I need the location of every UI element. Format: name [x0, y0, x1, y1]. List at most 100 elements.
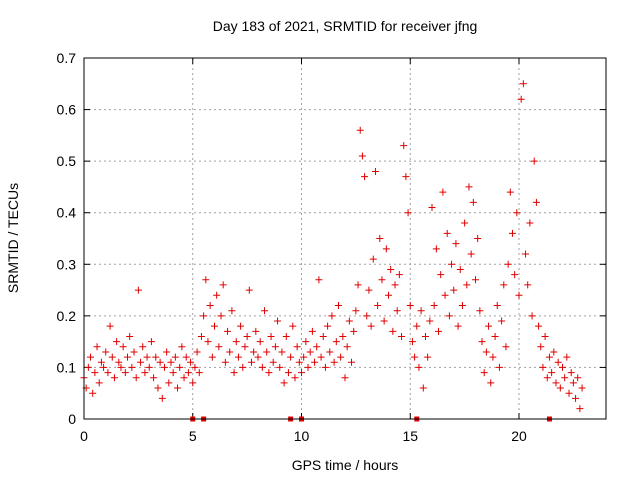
data-point: [458, 302, 466, 310]
data-point: [341, 374, 349, 382]
data-point: [182, 353, 190, 361]
data-point: [472, 276, 479, 284]
data-point: [395, 271, 403, 279]
data-point: [93, 343, 101, 351]
data-point: [391, 281, 399, 289]
data-point: [167, 358, 175, 366]
data-point: [567, 369, 575, 377]
data-point: [315, 276, 323, 284]
data-point: [330, 358, 338, 366]
data-point: [559, 363, 566, 371]
data-point: [439, 188, 447, 196]
y-tick-label: 0.1: [57, 359, 77, 375]
y-tick-label: 0.3: [57, 256, 77, 272]
data-point: [554, 358, 562, 366]
data-point: [191, 363, 199, 371]
data-point: [385, 291, 392, 299]
data-point: [89, 389, 97, 397]
data-point: [176, 363, 184, 371]
data-point: [226, 348, 234, 356]
data-point: [239, 363, 247, 371]
data-point: [280, 379, 288, 387]
data-point: [550, 348, 558, 356]
data-point: [476, 307, 484, 315]
data-point: [480, 369, 488, 377]
data-point: [291, 374, 299, 382]
data-point: [474, 235, 482, 242]
data-point: [137, 358, 145, 366]
data-point: [328, 312, 336, 320]
data-point: [345, 317, 353, 325]
data-point: [202, 276, 210, 284]
data-point: [348, 358, 356, 366]
data-point: [282, 332, 290, 340]
data-point: [450, 286, 458, 294]
data-point: [387, 265, 395, 273]
data-point: [208, 353, 216, 361]
data-point: [424, 353, 432, 361]
data-point: [539, 363, 547, 371]
data-point: [132, 374, 140, 382]
data-point: [304, 363, 312, 371]
data-point: [519, 80, 527, 88]
data-point: [435, 327, 443, 335]
data-point: [152, 353, 160, 361]
data-point: [578, 384, 586, 392]
data-point: [84, 363, 92, 371]
data-point: [250, 348, 258, 356]
x-axis-title: GPS time / hours: [292, 457, 399, 473]
data-point: [337, 353, 345, 361]
data-point: [187, 358, 195, 366]
data-point: [374, 302, 382, 310]
data-point: [110, 374, 118, 382]
data-point: [234, 353, 242, 361]
plot-frame: [83, 57, 607, 420]
data-point: [267, 332, 275, 340]
data-point: [100, 363, 108, 371]
y-tick-label: 0.4: [57, 205, 77, 221]
data-point: [271, 343, 279, 351]
data-point: [500, 281, 508, 289]
data-point: [241, 343, 249, 351]
data-point: [326, 348, 334, 356]
data-point: [104, 369, 112, 377]
data-point: [169, 369, 177, 377]
data-point: [456, 265, 464, 273]
data-point: [530, 157, 538, 165]
data-point: [463, 281, 471, 289]
data-point: [180, 374, 188, 382]
data-point: [184, 369, 192, 377]
data-point: [561, 374, 569, 382]
data-point: [380, 317, 388, 325]
data-point: [287, 353, 295, 361]
grid-lines: [84, 58, 606, 419]
data-point: [224, 327, 232, 335]
data-point: [247, 358, 255, 366]
data-point: [419, 384, 427, 392]
data-point: [478, 338, 486, 346]
data-point: [491, 332, 499, 340]
data-point: [511, 271, 519, 279]
data-point: [343, 343, 351, 351]
data-point: [124, 353, 131, 361]
data-point: [515, 291, 523, 299]
y-tick-label: 0.5: [57, 153, 77, 169]
data-point: [382, 245, 390, 253]
data-point: [206, 302, 214, 310]
data-point: [174, 384, 182, 392]
data-point: [504, 260, 512, 268]
data-point: [139, 343, 147, 351]
data-point: [417, 307, 425, 315]
data-point: [189, 379, 197, 387]
data-point: [237, 322, 245, 330]
data-point: [369, 255, 377, 263]
data-point: [339, 332, 347, 340]
data-point: [454, 322, 462, 330]
data-point: [128, 363, 136, 371]
data-point: [506, 188, 514, 196]
data-point: [156, 358, 164, 366]
data-point: [517, 95, 525, 103]
data-point: [541, 332, 549, 340]
data-point: [461, 219, 469, 227]
